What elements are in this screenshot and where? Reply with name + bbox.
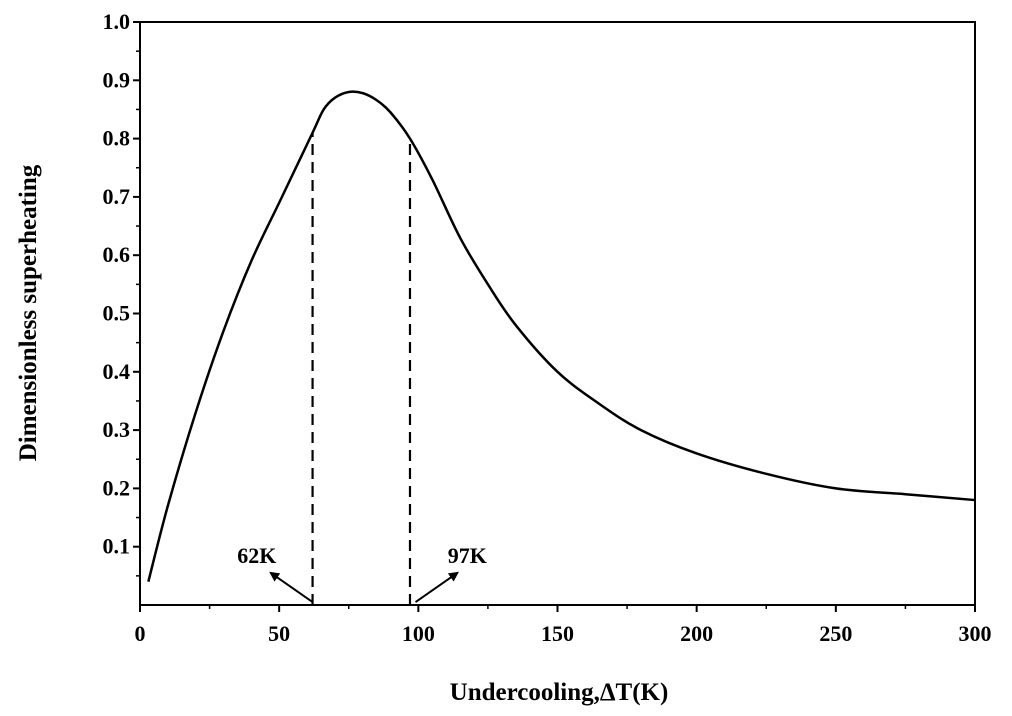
annotation-label-62K: 62K (237, 543, 276, 568)
annotation-label-97K: 97K (448, 543, 487, 568)
x-tick-label-200: 200 (680, 621, 713, 646)
y-tick-label-0.2: 0.2 (103, 475, 131, 500)
plot-frame (139, 21, 976, 606)
annotation-arrow-97K (414, 571, 459, 603)
y-tick-label-0.4: 0.4 (103, 359, 131, 384)
y-tick-label-0.8: 0.8 (103, 126, 131, 151)
x-tick-label-0: 0 (135, 621, 146, 646)
y-tick-label-0.1: 0.1 (103, 534, 131, 559)
plot-area: 0 50 100 150 200 250 300 0.1 0.2 0.3 0.4 0.5 0.6 0.7 0… (103, 9, 992, 646)
annotation-arrow-62K (269, 571, 314, 603)
y-tick-label-0.7: 0.7 (103, 184, 131, 209)
x-tick-label-250: 250 (819, 621, 852, 646)
y-tick-label-0.6: 0.6 (103, 242, 131, 267)
x-tick-label-100: 100 (402, 621, 435, 646)
y-tick-label-1.0: 1.0 (103, 9, 131, 34)
x-tick-label-150: 150 (541, 621, 574, 646)
y-tick-label-0.3: 0.3 (103, 417, 131, 442)
data-series-line (147, 90, 976, 582)
y-tick-label-0.9: 0.9 (103, 67, 131, 92)
x-tick-label-50: 50 (268, 621, 290, 646)
y-tick-label-0.5: 0.5 (103, 301, 131, 326)
x-axis-title: Undercooling,ΔT(K) (450, 679, 669, 706)
y-axis-title: Dimensionless superheating (15, 164, 42, 461)
x-tick-label-300: 300 (959, 621, 992, 646)
